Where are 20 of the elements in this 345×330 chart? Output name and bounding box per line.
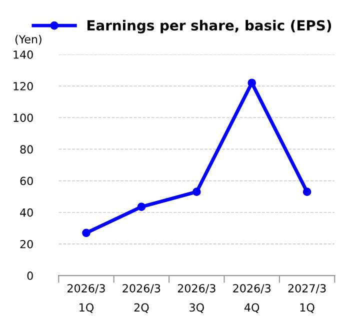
y-tick-label: 20	[20, 240, 33, 248]
y-tick-label: 60	[20, 176, 33, 186]
x-tick-label: 2027/3 1Q	[288, 284, 326, 313]
point	[137, 202, 146, 212]
y-axis-title: (Yen)	[15, 34, 42, 45]
point	[302, 188, 312, 196]
point	[192, 188, 201, 196]
y-tick-label: 120	[14, 82, 33, 90]
y-tick-label: 80	[20, 145, 33, 154]
y-tick-label: 40	[20, 208, 33, 217]
y-tick-label: 140	[14, 50, 33, 59]
x-tick-label: 2026/3 3Q	[178, 284, 216, 313]
x-tick-label: 2026/3 2Q	[122, 284, 160, 313]
x-tick-label: 2026/3 4Q	[233, 284, 271, 313]
x-tick-label: 2026/3 1Q	[68, 284, 105, 313]
legend-label: Earnings per share, basic (EPS)	[88, 20, 332, 34]
point	[82, 228, 90, 238]
y-tick-label: 100	[14, 114, 33, 122]
y-tick-label: 0	[27, 272, 33, 280]
point	[248, 78, 256, 88]
